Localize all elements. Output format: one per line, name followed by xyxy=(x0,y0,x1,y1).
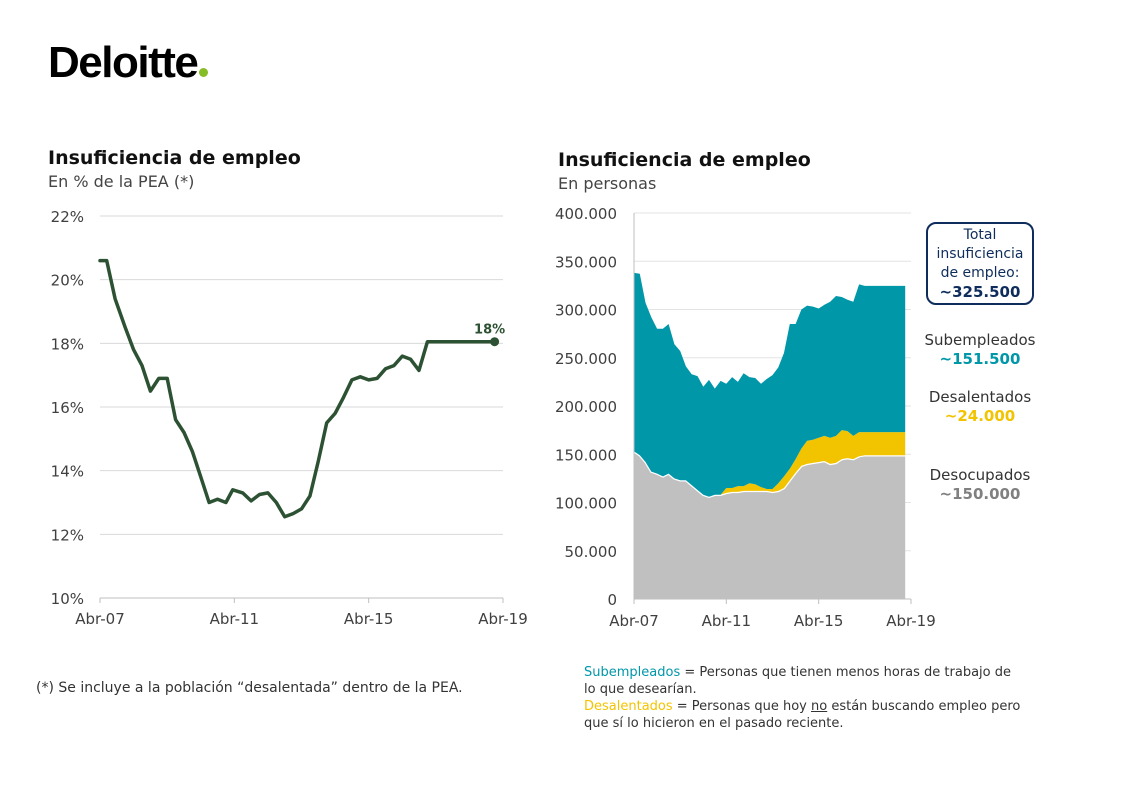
left-y-tick-label: 18% xyxy=(51,335,84,353)
desalentados-area xyxy=(634,430,906,497)
right-y-tick-label: 400.000 xyxy=(555,205,617,223)
desocupados-label: Desocupados xyxy=(929,466,1031,484)
total-annotation-value: ~325.500 xyxy=(939,283,1021,301)
right-x-tick-label: Abr-11 xyxy=(702,612,752,630)
logo-dot xyxy=(199,68,209,77)
pea-series-line xyxy=(98,258,497,519)
footnote-sub-definition: = Personas que tienen menos horas de tra… xyxy=(584,665,1011,697)
right-y-tick-label: 250.000 xyxy=(555,350,617,368)
right-x-tick-label: Abr-19 xyxy=(886,612,936,630)
left-x-tick-label: Abr-19 xyxy=(478,610,528,628)
right-y-tick-label: 200.000 xyxy=(555,398,617,416)
left-x-tick-label: Abr-15 xyxy=(344,610,394,628)
subempleados-label: Subempleados xyxy=(924,331,1036,349)
right-x-tick-label: Abr-07 xyxy=(609,612,659,630)
desocupados-value: ~150.000 xyxy=(939,485,1021,503)
desalentados-label: Desalentados xyxy=(928,388,1032,406)
right-chart-title: Insuficiencia de empleo xyxy=(558,149,811,171)
right-y-tick-label: 300.000 xyxy=(555,302,617,320)
footnote-des-term: Desalentados xyxy=(584,699,673,714)
subempleados-area xyxy=(634,272,906,497)
left-y-tick-label: 10% xyxy=(51,590,84,608)
subempleados-annotation: Subempleados ~151.500 xyxy=(918,331,1042,369)
left-x-tick-label: Abr-11 xyxy=(210,610,260,628)
desalentados-value: ~24.000 xyxy=(944,407,1016,425)
right-y-tick-label: 150.000 xyxy=(555,446,617,464)
subempleados-value: ~151.500 xyxy=(939,350,1021,368)
deloitte-logo: Deloitte xyxy=(48,38,209,88)
footnote-left: (*) Se incluye a la población “desalenta… xyxy=(36,680,463,696)
left-y-tick-label: 16% xyxy=(51,399,84,417)
left-y-tick-label: 20% xyxy=(51,272,84,290)
total-annotation-title: Total insuficiencia de empleo: xyxy=(936,227,1024,281)
right-y-tick-label: 0 xyxy=(607,591,617,609)
left-y-tick-label: 12% xyxy=(51,526,84,544)
pea-end-point xyxy=(490,337,500,347)
left-y-tick-label: 22% xyxy=(51,208,84,226)
left-chart-subtitle: En % de la PEA (*) xyxy=(48,172,195,191)
footnote-sub-term: Subempleados xyxy=(584,665,681,680)
right-chart-subtitle: En personas xyxy=(558,174,657,193)
left-y-tick-label: 14% xyxy=(51,463,84,481)
pea-end-label: 18% xyxy=(474,323,505,338)
footnote-des-definition-pre: = Personas que hoy xyxy=(672,699,811,714)
right-y-tick-label: 100.000 xyxy=(555,495,617,513)
right-x-tick-label: Abr-15 xyxy=(794,612,844,630)
footnote-des-definition-post: están buscando empleo pero que sí lo hic… xyxy=(584,699,1021,731)
left-chart-title: Insuficiencia de empleo xyxy=(48,147,301,169)
total-annotation-box: Total insuficiencia de empleo: ~325.500 xyxy=(926,222,1034,305)
footnote-definitions: Subempleados = Personas que tienen menos… xyxy=(584,664,1024,732)
footnote-des-definition-no: no xyxy=(811,699,828,714)
desocupados-area xyxy=(634,451,906,599)
desocupados-annotation: Desocupados ~150.000 xyxy=(918,466,1042,504)
right-y-tick-label: 50.000 xyxy=(565,543,618,561)
right-y-tick-label: 350.000 xyxy=(555,253,617,271)
left-x-tick-label: Abr-07 xyxy=(75,610,125,628)
desalentados-annotation: Desalentados ~24.000 xyxy=(918,388,1042,426)
